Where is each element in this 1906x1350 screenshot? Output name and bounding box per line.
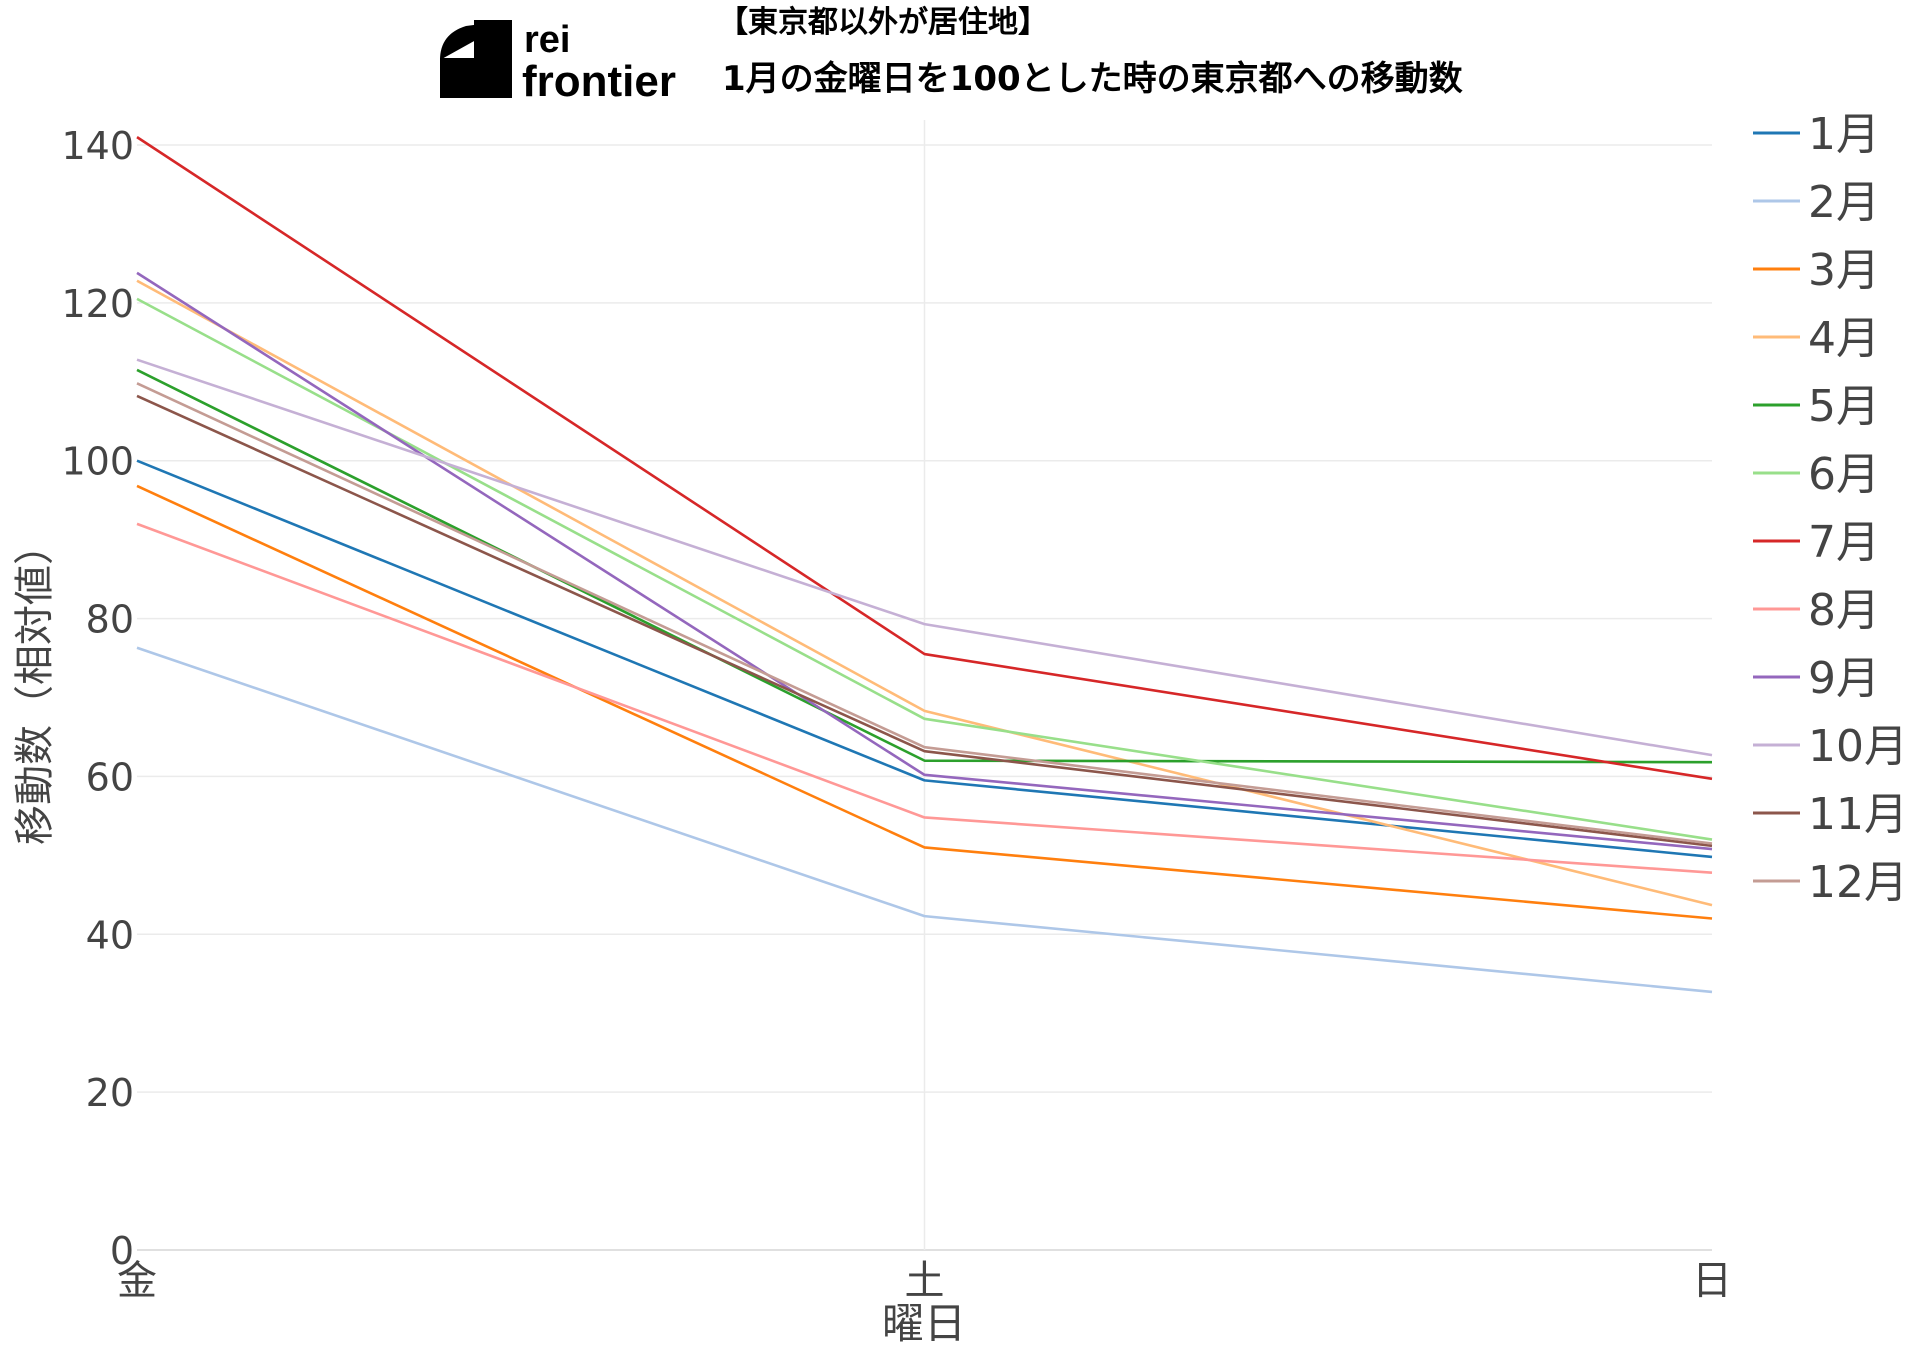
y-tick-label: 0 (110, 1229, 134, 1273)
legend-item[interactable]: 7月 (1753, 517, 1880, 568)
series-line-8 (136, 522, 1713, 875)
legend-label: 8月 (1808, 585, 1880, 636)
legend-label: 12月 (1808, 857, 1906, 908)
series-line-1 (136, 459, 1713, 859)
chart-subtitle: 1月の金曜日を100とした時の東京都への移動数 (722, 59, 1463, 99)
y-tick-label: 40 (86, 913, 134, 957)
legend-item[interactable]: 4月 (1753, 313, 1880, 364)
y-tick-label: 80 (86, 598, 134, 642)
logo-line-1: rei (524, 19, 570, 61)
rei-frontier-logo: rei frontier (440, 19, 676, 106)
y-tick-label: 140 (61, 124, 134, 168)
series-lines (136, 136, 1713, 994)
x-tick-label: 土 (905, 1258, 945, 1304)
series-line-3 (136, 484, 1713, 920)
y-tick-label: 120 (61, 282, 134, 326)
series-line-11 (136, 394, 1713, 848)
legend-label: 11月 (1808, 789, 1906, 840)
legend-item[interactable]: 8月 (1753, 585, 1880, 636)
x-tick-label: 日 (1692, 1258, 1732, 1304)
y-axis-title: 移動数（相対値） (12, 525, 58, 845)
series-line-12 (136, 382, 1713, 845)
legend-label: 3月 (1808, 245, 1880, 296)
y-axis-ticks: 0 20 40 60 80 100 120 140 (61, 124, 134, 1273)
y-tick-label: 60 (86, 755, 134, 799)
series-line-4 (136, 279, 1713, 907)
legend-item[interactable]: 1月 (1753, 109, 1880, 160)
legend-label: 2月 (1808, 177, 1880, 228)
legend-label: 7月 (1808, 517, 1880, 568)
x-axis-ticks: 金土日 (117, 1258, 1732, 1304)
x-axis-title: 曜日 (882, 1299, 966, 1348)
legend-item[interactable]: 5月 (1753, 381, 1880, 432)
legend-item[interactable]: 12月 (1753, 857, 1906, 908)
legend-item[interactable]: 11月 (1753, 789, 1906, 840)
x-tick-label: 金 (117, 1258, 157, 1304)
grid (137, 120, 1712, 1251)
legend-item[interactable]: 2月 (1753, 177, 1880, 228)
legend-label: 9月 (1808, 653, 1880, 704)
legend-label: 10月 (1808, 721, 1906, 772)
series-line-7 (136, 136, 1713, 781)
legend-item[interactable]: 10月 (1753, 721, 1906, 772)
series-line-9 (136, 271, 1713, 851)
legend-label: 5月 (1808, 381, 1880, 432)
legend-item[interactable]: 9月 (1753, 653, 1880, 704)
series-line-2 (136, 646, 1713, 994)
logo-line-2: frontier (522, 57, 676, 106)
chart-title: 【東京都以外が居住地】 (718, 5, 1048, 40)
legend-item[interactable]: 6月 (1753, 449, 1880, 500)
series-line-5 (136, 368, 1713, 764)
legend-label: 1月 (1808, 109, 1880, 160)
y-tick-label: 20 (86, 1071, 134, 1115)
legend-label: 4月 (1808, 313, 1880, 364)
series-line-10 (136, 358, 1713, 757)
legend-item[interactable]: 3月 (1753, 245, 1880, 296)
legend-label: 6月 (1808, 449, 1880, 500)
y-tick-label: 100 (61, 440, 134, 484)
legend: 1月 2月 3月 4月 5月 6月 7月 8月 9月 10月 11月 12月 (1753, 109, 1906, 908)
